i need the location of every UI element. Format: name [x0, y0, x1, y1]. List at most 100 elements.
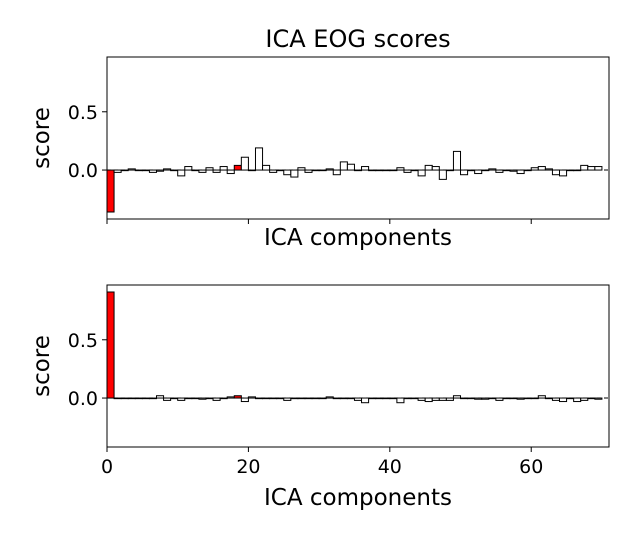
chart-1-bar-20: [247, 169, 256, 172]
chart-1-bar-16: [219, 166, 228, 171]
chart-2-bar-56: [502, 397, 511, 400]
chart-2-bar-28: [304, 397, 313, 400]
chart-1-bar-10: [177, 169, 186, 177]
chart-1-bar-42: [403, 169, 412, 173]
chart-2-bar-59: [523, 397, 532, 400]
chart-2-bar-12: [191, 397, 200, 400]
chart-1-bar-64: [559, 169, 568, 177]
chart-2-bar-61: [537, 395, 546, 399]
chart-2-bar-24: [276, 397, 285, 400]
chart-1-bar-27: [297, 167, 306, 171]
chart-2-bar-23: [269, 397, 278, 400]
chart-1-bar-67: [580, 164, 589, 171]
chart-1-bar-62: [544, 168, 553, 171]
chart-2-bar-9: [170, 397, 179, 400]
chart-2-bar-45: [424, 397, 433, 403]
chart-2-bar-69: [594, 397, 603, 400]
chart-1-bar-29: [311, 169, 320, 172]
chart-2-ytick-label-0: 0.0: [68, 388, 98, 410]
chart-1-bar-12: [191, 169, 200, 172]
chart-1-bar-39: [382, 169, 391, 172]
chart-2-bar-1: [113, 397, 122, 400]
chart-2-axes-frame: [106, 284, 610, 448]
chart-1-bar-44: [417, 169, 426, 177]
chart-2-bar-14: [205, 397, 214, 400]
chart-1-bar-68: [587, 166, 596, 171]
chart-1-bar-3: [127, 168, 136, 171]
chart-2-bar-55: [495, 397, 504, 401]
chart-2-bar-46: [431, 397, 440, 401]
chart-2-bar-39: [382, 397, 391, 400]
chart-2-bar-43: [410, 397, 419, 400]
chart-2-bar-32: [332, 397, 341, 400]
chart-1-bar-23: [269, 169, 278, 173]
chart-2-xtick-label-3: 60: [519, 456, 543, 478]
chart-2-bar-18: [233, 395, 242, 399]
chart-2-bar-13: [198, 397, 207, 400]
chart-1-bar-53: [481, 169, 490, 172]
chart-2-bar-57: [509, 397, 518, 400]
chart-2-bar-49: [452, 395, 462, 399]
chart-1-ytick-label-1: 0.5: [68, 102, 98, 124]
chart-2-bar-67: [580, 397, 589, 401]
chart-1-bar-59: [523, 169, 532, 172]
chart-1-bar-7: [155, 169, 165, 172]
chart-2-bar-8: [163, 397, 172, 401]
chart-1-bar-13: [198, 169, 207, 173]
chart-2-bar-25: [283, 397, 292, 401]
chart-2-bar-47: [438, 397, 447, 401]
chart-1-bar-40: [389, 169, 398, 172]
chart-2-bar-58: [516, 397, 525, 400]
chart-1-bar-26: [290, 169, 299, 178]
chart-1-bar-0: [106, 169, 115, 213]
chart-1-bar-46: [431, 166, 440, 171]
chart-2-bar-66: [573, 397, 582, 403]
chart-1-bar-49: [452, 150, 462, 171]
chart-1-ylabel: score: [29, 107, 55, 169]
chart-1-bar-24: [276, 169, 285, 172]
chart-1-bar-50: [460, 169, 469, 176]
chart-2-bar-4: [134, 397, 143, 400]
chart-2-bar-41: [396, 397, 405, 404]
chart-1-bar-58: [516, 169, 525, 175]
chart-1-bar-38: [375, 169, 384, 172]
chart-1-bar-52: [474, 169, 483, 175]
chart-2-bar-7: [155, 395, 165, 399]
chart-2-bar-6: [148, 397, 157, 400]
chart-2-bar-54: [488, 397, 497, 400]
chart-1-bar-18: [233, 164, 242, 171]
chart-2-bar-29: [311, 397, 320, 400]
chart-2-bar-42: [403, 397, 412, 400]
chart-1-axes-frame: [106, 56, 610, 220]
chart-2-bar-65: [566, 397, 575, 400]
chart-1-bar-61: [537, 166, 546, 171]
chart-1-bar-34: [346, 163, 355, 171]
chart-2-bar-11: [184, 397, 193, 400]
chart-2-bar-40: [389, 397, 398, 400]
chart-1-bar-6: [148, 169, 157, 173]
chart-1-bar-19: [240, 156, 249, 171]
chart-2-bar-15: [212, 397, 221, 401]
chart-1-bar-21: [254, 147, 264, 171]
chart-1-bar-30: [318, 169, 327, 172]
chart-1-bar-11: [184, 166, 193, 171]
chart-1-bar-66: [573, 169, 582, 172]
chart-2-ytick-label-1: 0.5: [68, 330, 98, 352]
chart-2-bar-21: [254, 397, 264, 400]
chart-2-bar-16: [219, 397, 228, 400]
chart-2-bar-5: [141, 397, 150, 400]
chart-2-bar-53: [481, 397, 490, 400]
chart-2-bar-38: [375, 397, 384, 400]
chart-2-bar-50: [460, 397, 469, 400]
chart-1-bar-63: [551, 169, 561, 176]
chart-2-xtick-label-0: 0: [101, 456, 113, 478]
chart-1-bar-54: [488, 168, 497, 171]
chart-1-bar-4: [134, 169, 143, 172]
chart-2-bar-63: [551, 397, 561, 401]
chart-2-xtick-label-2: 40: [378, 456, 402, 478]
chart-2-bar-36: [361, 397, 370, 404]
chart-1-bar-69: [594, 166, 603, 171]
chart-1-bar-47: [438, 169, 447, 180]
chart-1-bar-45: [424, 164, 433, 171]
